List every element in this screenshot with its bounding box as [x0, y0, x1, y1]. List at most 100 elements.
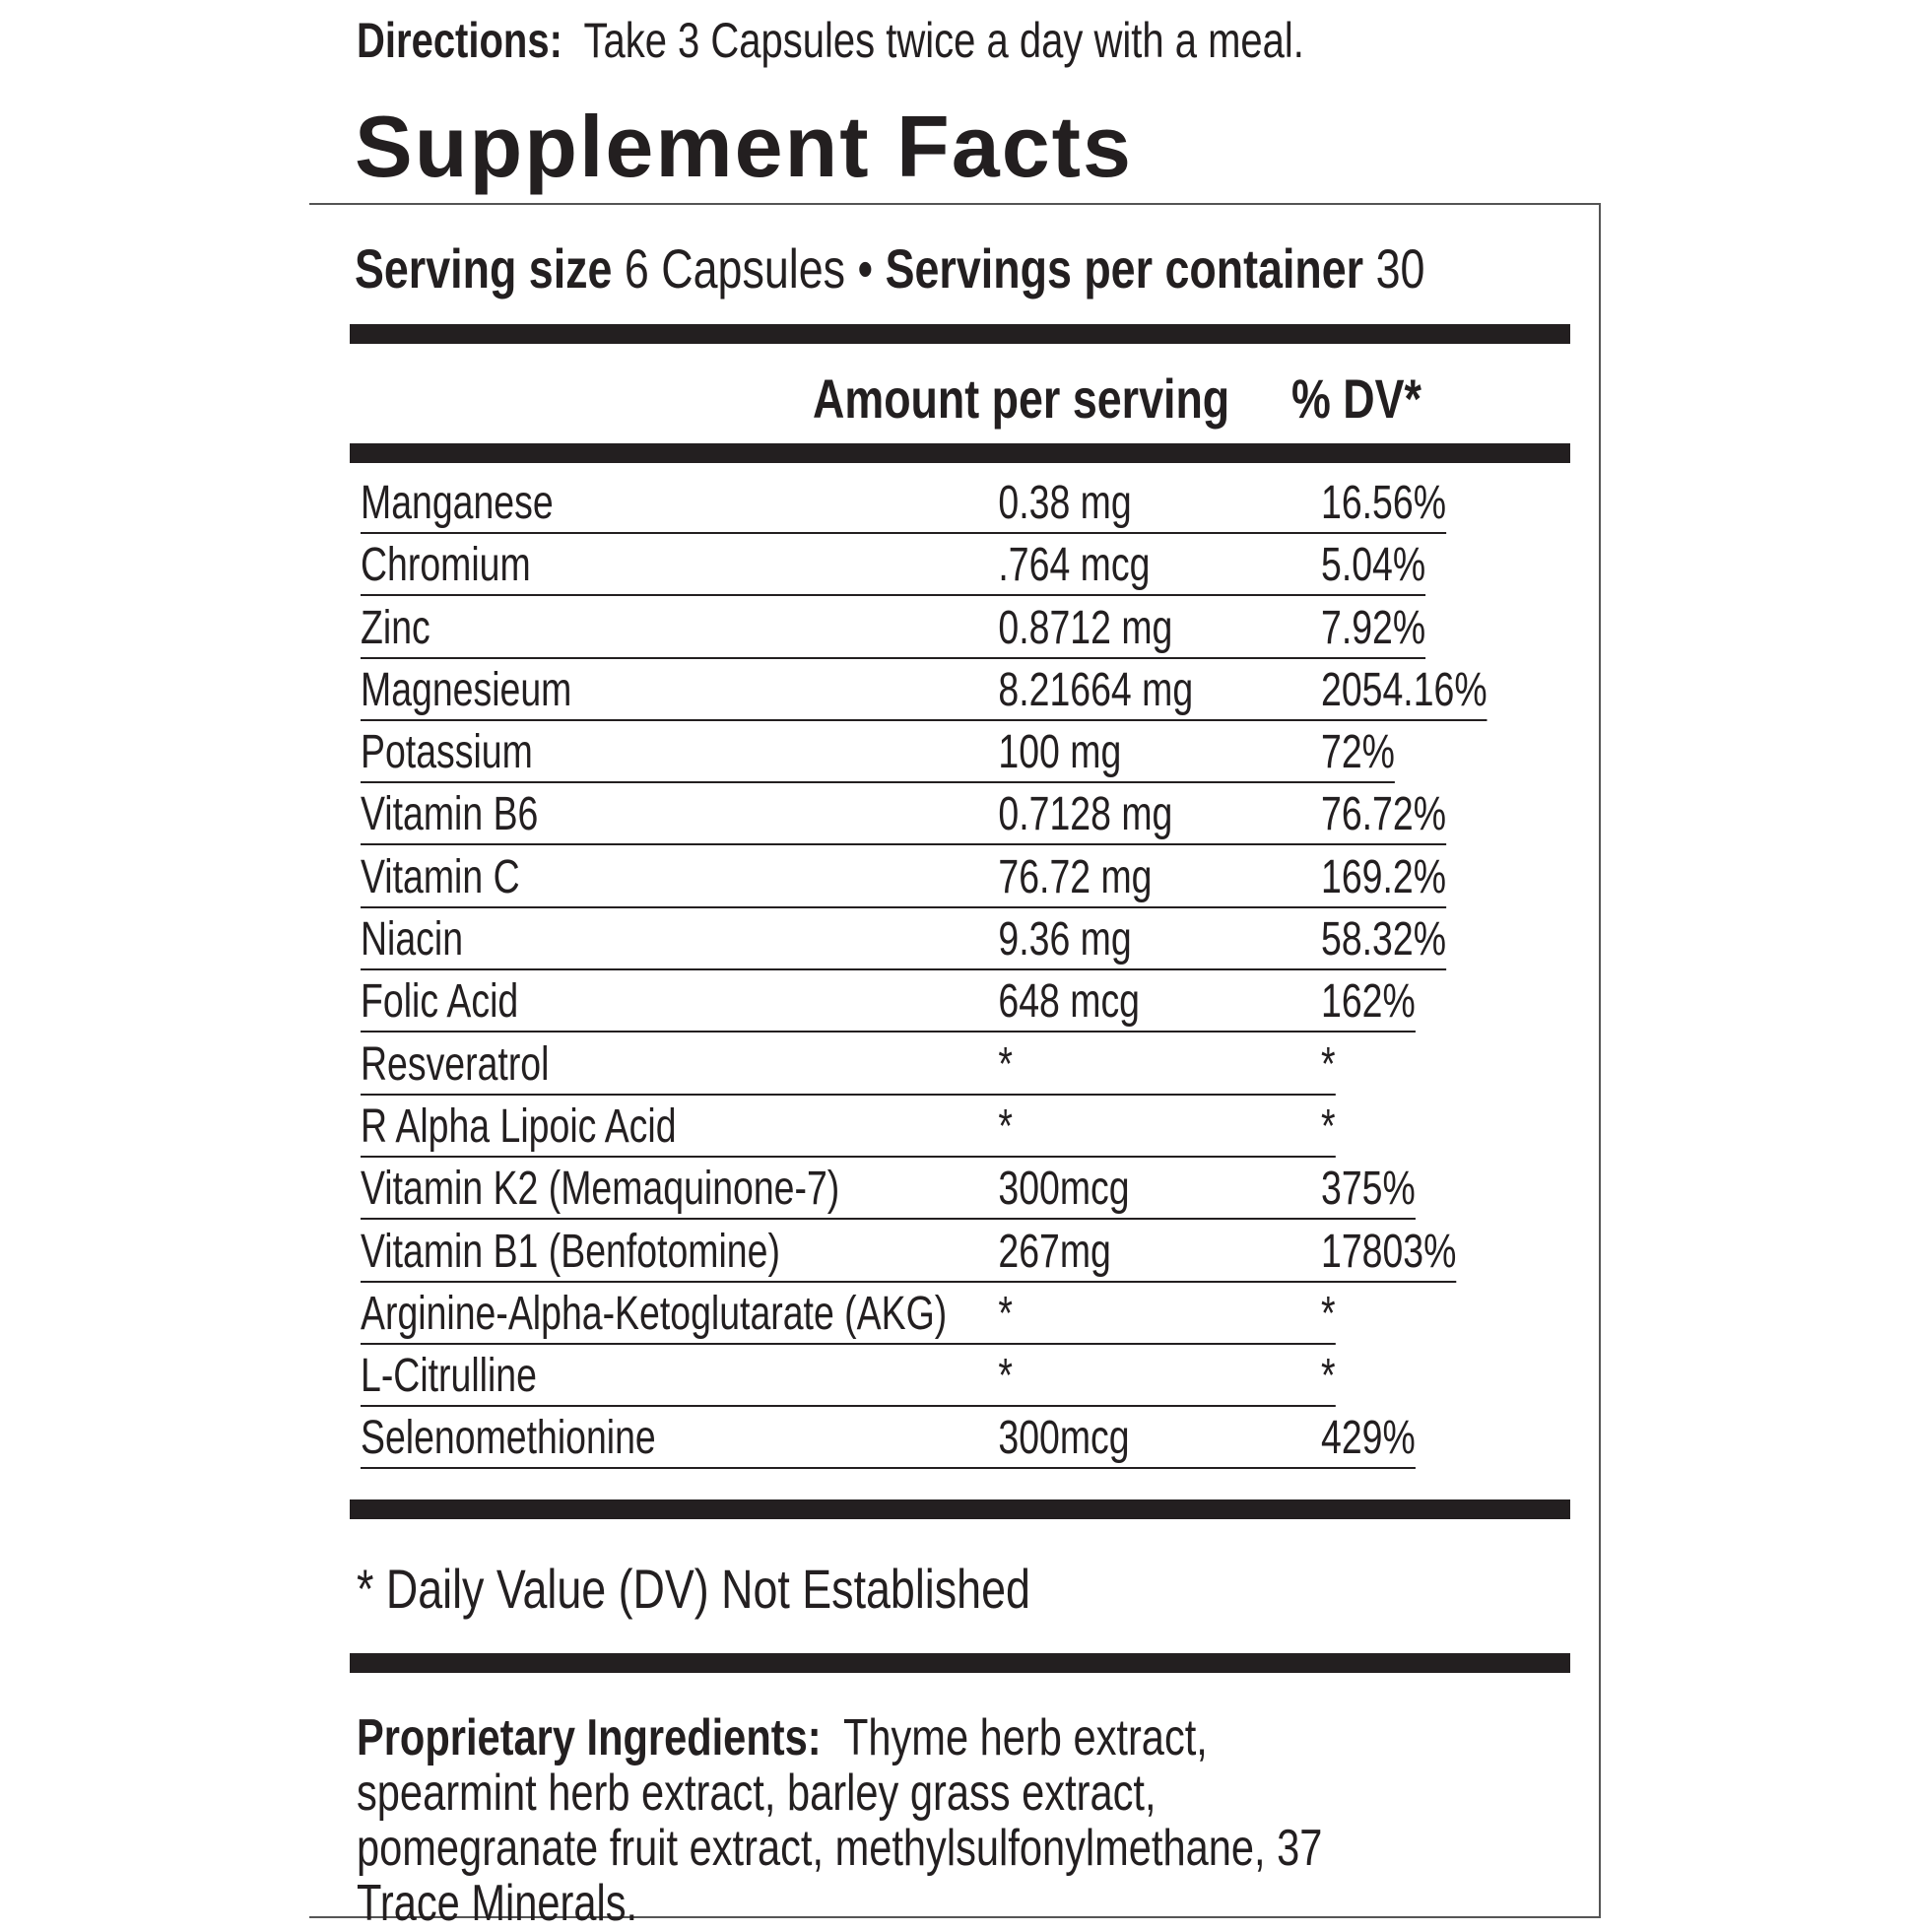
divider-bar — [350, 443, 1570, 463]
nutrient-row: Niacin 9.36 mg 58.32% — [361, 909, 1487, 971]
daily-value: 58.32% — [1321, 913, 1446, 966]
nutrient-name: Magnesieum — [361, 663, 572, 716]
nutrient-name: Folic Acid — [361, 975, 519, 1029]
nutrient-row: L-Citrulline * * — [361, 1346, 1487, 1408]
serving-size-label: Serving size — [355, 237, 613, 300]
amount: * — [998, 1287, 1013, 1340]
amount: 300mcg — [998, 1163, 1130, 1216]
footnote: * Daily Value (DV) Not Established — [357, 1558, 1030, 1620]
nutrient-name: Vitamin B1 (Benfotomine) — [361, 1225, 780, 1278]
row-underline: Chromium .764 mcg 5.04% — [361, 535, 1426, 597]
nutrient-name: Manganese — [361, 477, 554, 529]
nutrient-table: Manganese 0.38 mg 16.56% Chromium .764 mcg 5.… — [361, 473, 1487, 1471]
nutrient-name: Vitamin C — [361, 850, 520, 903]
amount: 0.38 mg — [998, 477, 1132, 529]
row-underline: Zinc 0.8712 mg 7.92% — [361, 598, 1426, 659]
nutrient-row: Vitamin B1 (Benfotomine) 267mg 17803% — [361, 1222, 1487, 1284]
row-underline: R Alpha Lipoic Acid * * — [361, 1097, 1336, 1158]
nutrient-row: Potassium 100 mg 72% — [361, 722, 1487, 784]
divider-bar — [350, 1499, 1570, 1519]
row-underline: Magnesieum 8.21664 mg 2054.16% — [361, 660, 1487, 721]
daily-value: 7.92% — [1321, 601, 1426, 654]
proprietary-label: Proprietary Ingredients: — [357, 1709, 822, 1766]
amount: 100 mg — [998, 726, 1122, 779]
nutrient-name: L-Citrulline — [361, 1350, 537, 1403]
daily-value: 16.56% — [1321, 477, 1446, 529]
divider-bar — [350, 1653, 1570, 1673]
amount: * — [998, 1037, 1013, 1091]
nutrient-row: R Alpha Lipoic Acid * * — [361, 1097, 1487, 1159]
daily-value: * — [1321, 1099, 1336, 1153]
proprietary: Proprietary Ingredients: Thyme herb extr… — [357, 1710, 1397, 1931]
amount: 648 mcg — [998, 975, 1141, 1029]
servings-per-container-value: 30 — [1375, 237, 1425, 300]
servings-per-container-label: Servings per container — [885, 237, 1364, 300]
nutrient-row: Arginine-Alpha-Ketoglutarate (AKG) * * — [361, 1284, 1487, 1346]
amount: 267mg — [998, 1225, 1111, 1278]
row-underline: Arginine-Alpha-Ketoglutarate (AKG) * * — [361, 1284, 1336, 1345]
nutrient-name: R Alpha Lipoic Acid — [361, 1099, 677, 1153]
nutrient-name: Selenomethionine — [361, 1412, 656, 1465]
amount: * — [998, 1350, 1013, 1403]
directions-text: Take 3 Capsules twice a day with a meal. — [583, 13, 1304, 68]
row-underline: Resveratrol * * — [361, 1034, 1336, 1096]
divider-bar — [350, 324, 1570, 344]
nutrient-name: Potassium — [361, 726, 533, 779]
nutrient-name: Resveratrol — [361, 1037, 550, 1091]
nutrient-row: Vitamin K2 (Memaquinone-7) 300mcg 375% — [361, 1159, 1487, 1221]
row-underline: Vitamin C 76.72 mg 169.2% — [361, 847, 1446, 908]
serving-line: Serving size 6 Capsules • Servings per c… — [355, 236, 1424, 300]
header-dv: % DV* — [1291, 367, 1421, 430]
amount: .764 mcg — [998, 539, 1151, 592]
nutrient-name: Zinc — [361, 601, 430, 654]
row-underline: Niacin 9.36 mg 58.32% — [361, 909, 1446, 971]
daily-value: 76.72% — [1321, 788, 1446, 841]
nutrient-row: Resveratrol * * — [361, 1034, 1487, 1097]
row-underline: Manganese 0.38 mg 16.56% — [361, 473, 1446, 534]
daily-value: 375% — [1321, 1163, 1416, 1216]
amount: 8.21664 mg — [998, 663, 1194, 716]
amount: 9.36 mg — [998, 913, 1132, 966]
daily-value: 72% — [1321, 726, 1395, 779]
nutrient-name: Vitamin K2 (Memaquinone-7) — [361, 1163, 840, 1216]
nutrient-row: Zinc 0.8712 mg 7.92% — [361, 598, 1487, 660]
nutrient-row: Magnesieum 8.21664 mg 2054.16% — [361, 660, 1487, 722]
nutrient-row: Vitamin C 76.72 mg 169.2% — [361, 847, 1487, 909]
daily-value: 169.2% — [1321, 850, 1446, 903]
directions-label: Directions: — [357, 13, 562, 68]
amount: 0.7128 mg — [998, 788, 1173, 841]
nutrient-row: Manganese 0.38 mg 16.56% — [361, 473, 1487, 535]
row-underline: Potassium 100 mg 72% — [361, 722, 1395, 784]
nutrient-name: Arginine-Alpha-Ketoglutarate (AKG) — [361, 1287, 948, 1340]
title: Supplement Facts — [355, 98, 1133, 195]
daily-value: * — [1321, 1037, 1336, 1091]
row-underline: Folic Acid 648 mcg 162% — [361, 971, 1416, 1033]
nutrient-row: Vitamin B6 0.7128 mg 76.72% — [361, 784, 1487, 846]
row-underline: Vitamin B6 0.7128 mg 76.72% — [361, 784, 1446, 846]
daily-value: * — [1321, 1287, 1336, 1340]
daily-value: 5.04% — [1321, 539, 1426, 592]
nutrient-name: Chromium — [361, 539, 531, 592]
nutrient-name: Niacin — [361, 913, 464, 966]
row-underline: Vitamin K2 (Memaquinone-7) 300mcg 375% — [361, 1159, 1416, 1221]
serving-size-value: 6 Capsules — [624, 237, 846, 300]
daily-value: 2054.16% — [1321, 663, 1487, 716]
daily-value: * — [1321, 1350, 1336, 1403]
nutrient-row: Chromium .764 mcg 5.04% — [361, 535, 1487, 597]
amount: * — [998, 1099, 1013, 1153]
amount: 76.72 mg — [998, 850, 1153, 903]
amount: 0.8712 mg — [998, 601, 1173, 654]
row-underline: L-Citrulline * * — [361, 1346, 1336, 1408]
nutrient-row: Folic Acid 648 mcg 162% — [361, 971, 1487, 1033]
row-underline: Vitamin B1 (Benfotomine) 267mg 17803% — [361, 1222, 1457, 1283]
nutrient-row: Selenomethionine 300mcg 429% — [361, 1408, 1487, 1470]
directions: Directions: Take 3 Capsules twice a day … — [357, 12, 1304, 69]
daily-value: 17803% — [1321, 1225, 1457, 1278]
header-amount: Amount per serving — [813, 367, 1230, 430]
nutrient-name: Vitamin B6 — [361, 788, 539, 841]
row-underline: Selenomethionine 300mcg 429% — [361, 1408, 1416, 1470]
amount: 300mcg — [998, 1412, 1130, 1465]
daily-value: 162% — [1321, 975, 1416, 1029]
daily-value: 429% — [1321, 1412, 1416, 1465]
